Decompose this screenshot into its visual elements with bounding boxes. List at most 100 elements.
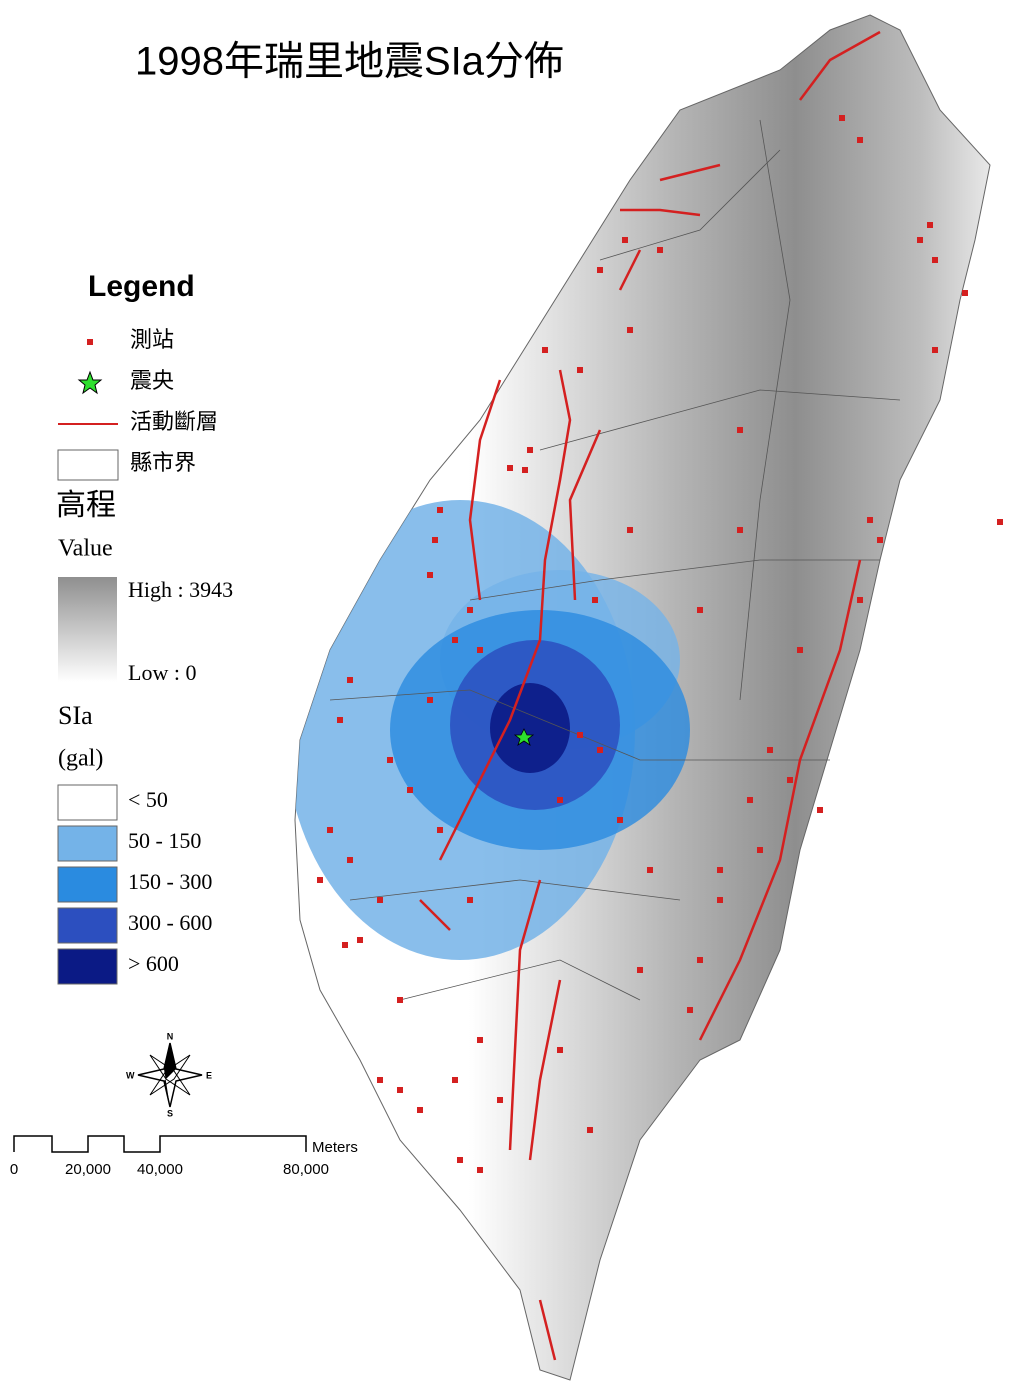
station [527, 447, 533, 453]
station [647, 867, 653, 873]
compass: N S E W [126, 1031, 212, 1118]
station [717, 897, 723, 903]
station [857, 597, 863, 603]
station [597, 747, 603, 753]
legend-item: 震央 [130, 368, 174, 393]
class-swatch [58, 908, 117, 943]
station [437, 507, 443, 513]
station [577, 732, 583, 738]
map: 1998年瑞里地震SIa分佈 Legend 測站 震央 活動斷層 縣市界 高程 … [0, 0, 1016, 1382]
station [687, 1007, 693, 1013]
station [427, 572, 433, 578]
station [522, 467, 528, 473]
sia-zone [490, 683, 570, 773]
elevation-subtitle: Value [58, 536, 113, 562]
scale-label: 0 [10, 1161, 18, 1178]
scale-unit: Meters [312, 1139, 358, 1156]
station [817, 807, 823, 813]
scale-label: 40,000 [137, 1161, 183, 1178]
station [747, 797, 753, 803]
station [857, 137, 863, 143]
station [317, 877, 323, 883]
class-label: 150 - 300 [128, 869, 212, 894]
class-swatch [58, 785, 117, 820]
station [452, 637, 458, 643]
station [467, 897, 473, 903]
station [497, 1097, 503, 1103]
station [767, 747, 773, 753]
class-label: < 50 [128, 787, 168, 812]
station [377, 1077, 383, 1083]
station [407, 787, 413, 793]
station [377, 897, 383, 903]
elevation-ramp [58, 577, 117, 682]
title: 1998年瑞里地震SIa分佈 [135, 40, 564, 84]
station [542, 347, 548, 353]
legend-title: Legend [88, 270, 195, 303]
station [437, 827, 443, 833]
station [327, 827, 333, 833]
compass-n: N [167, 1031, 174, 1041]
station [427, 697, 433, 703]
station [839, 115, 845, 121]
station [387, 757, 393, 763]
sia-unit: (gal) [58, 746, 103, 772]
station-symbol [87, 339, 93, 345]
station [697, 607, 703, 613]
station [452, 1077, 458, 1083]
station [477, 1037, 483, 1043]
county-symbol [58, 450, 118, 480]
station [622, 237, 628, 243]
sia-title: SIa [58, 701, 93, 730]
station [417, 1107, 423, 1113]
scale-bar [14, 1136, 306, 1152]
station [347, 677, 353, 683]
station [347, 857, 353, 863]
class-label: 50 - 150 [128, 828, 201, 853]
station [627, 327, 633, 333]
station [717, 867, 723, 873]
station [587, 1127, 593, 1133]
station [962, 290, 968, 296]
compass-w: W [126, 1070, 135, 1080]
station [877, 537, 883, 543]
station [467, 607, 473, 613]
station [932, 347, 938, 353]
station [457, 1157, 463, 1163]
station [342, 942, 348, 948]
station [927, 222, 933, 228]
legend-item: 測站 [130, 327, 174, 352]
scale-label: 20,000 [65, 1161, 111, 1178]
class-swatch [58, 867, 117, 902]
legend-item: 縣市界 [130, 450, 196, 475]
station [397, 997, 403, 1003]
station [797, 647, 803, 653]
station [337, 717, 343, 723]
station [617, 817, 623, 823]
class-swatch [58, 826, 117, 861]
station [357, 937, 363, 943]
compass-e: E [206, 1070, 212, 1080]
station [697, 957, 703, 963]
class-label: > 600 [128, 951, 179, 976]
station [917, 237, 923, 243]
station [597, 267, 603, 273]
station [997, 519, 1003, 525]
station [557, 797, 563, 803]
station [737, 427, 743, 433]
station [637, 967, 643, 973]
station [477, 647, 483, 653]
elevation-low: Low : 0 [128, 660, 196, 685]
station [577, 367, 583, 373]
station [657, 247, 663, 253]
station [507, 465, 513, 471]
class-swatch [58, 949, 117, 984]
station [932, 257, 938, 263]
scale-label: 80,000 [283, 1161, 329, 1178]
station [432, 537, 438, 543]
station [757, 847, 763, 853]
station [867, 517, 873, 523]
station [592, 597, 598, 603]
legend-item: 活動斷層 [130, 409, 218, 434]
